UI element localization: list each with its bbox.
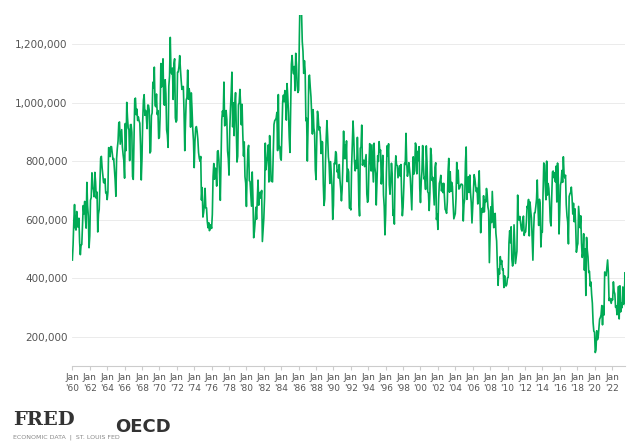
Text: FRED: FRED [13, 411, 74, 429]
Text: OECD: OECD [115, 418, 171, 436]
Text: ECONOMIC DATA  |  ST. LOUIS FED: ECONOMIC DATA | ST. LOUIS FED [13, 435, 120, 440]
